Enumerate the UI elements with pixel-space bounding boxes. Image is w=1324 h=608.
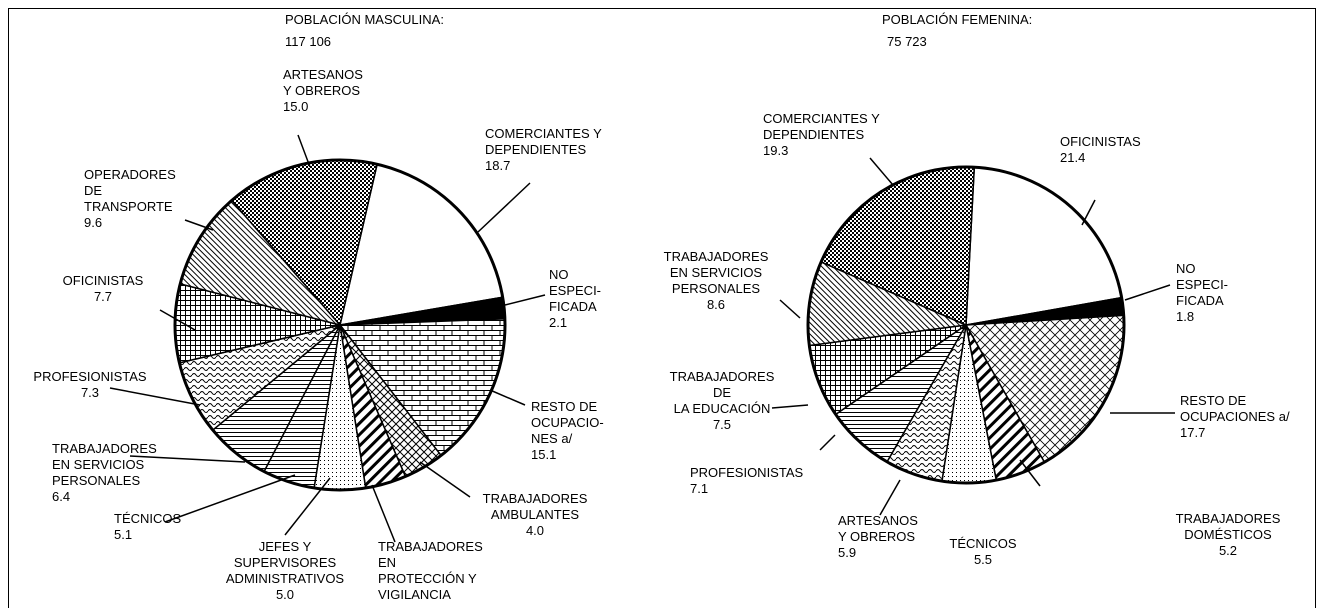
pie-outline — [806, 165, 1126, 485]
leader-line — [419, 461, 471, 498]
slice-label: ARTESANOS Y OBREROS — [283, 67, 363, 98]
slice-label: TRABAJADORES EN PROTECCIÓN Y VIGILANCIA — [378, 539, 483, 602]
slice-label: TRABAJADORES DE LA EDUCACIÓN — [670, 369, 775, 416]
leader-line — [1019, 459, 1041, 487]
leader-line — [109, 387, 201, 406]
leader-line — [819, 434, 836, 451]
slice-label: JEFES Y SUPERVISORES ADMINISTRATIVOS — [226, 539, 345, 586]
slice-value: 17.7 — [1180, 425, 1205, 440]
slice-value: 1.8 — [1176, 309, 1194, 324]
slice-value: 21.4 — [1060, 150, 1085, 165]
slice-label: OFICINISTAS — [63, 273, 144, 288]
chart-title: POBLACIÓN MASCULINA: — [285, 12, 444, 27]
leader-line — [1081, 199, 1096, 226]
slice-value: 6.4 — [52, 489, 70, 504]
slice-value: 5.0 — [276, 587, 294, 602]
leader-line — [869, 157, 894, 186]
slice-value: 4.0 — [526, 523, 544, 538]
leader-line — [371, 484, 396, 543]
slice-value: 7.7 — [94, 289, 112, 304]
slice-label: RESTO DE OCUPACIO-NES a/ — [531, 399, 604, 446]
slice-value: 5.2 — [1219, 543, 1237, 558]
slice-label: TRABAJADORES EN SERVICIOS PERSONALES — [52, 441, 157, 488]
slice-label: PROFESIONISTAS — [690, 465, 803, 480]
slice-value: 15.1 — [531, 447, 556, 462]
leader-line — [771, 404, 809, 409]
slice-label: OPERADORES DE TRANSPORTE — [84, 167, 176, 214]
leader-line — [1124, 284, 1171, 301]
leader-line — [504, 294, 546, 306]
pie-outline — [173, 158, 507, 492]
slice-value: 7.3 — [81, 385, 99, 400]
slice-value: 5.5 — [974, 552, 992, 567]
slice-label: OFICINISTAS — [1060, 134, 1141, 149]
slice-label: COMERCIANTES Y DEPENDIENTES — [763, 111, 880, 142]
leader-line — [297, 134, 311, 168]
slice-label: NO ESPECI-FICADA — [549, 267, 601, 314]
slice-value: 7.1 — [690, 481, 708, 496]
slice-value: 7.5 — [713, 417, 731, 432]
leader-line — [159, 309, 196, 331]
slice-label: TRABAJADORES AMBULANTES — [483, 491, 588, 522]
slice-label: ARTESANOS Y OBREROS — [838, 513, 918, 544]
slice-value: 19.3 — [763, 143, 788, 158]
leader-line — [477, 182, 531, 233]
slice-label: RESTO DE OCUPACIONES a/ — [1180, 393, 1290, 424]
leader-line — [779, 299, 801, 319]
leader-line — [284, 477, 331, 536]
slice-value: 18.7 — [485, 158, 510, 173]
slice-label: TÉCNICOS — [949, 536, 1017, 551]
slice-label: TÉCNICOS — [114, 511, 182, 526]
slice-label: TRABAJADORES DOMÉSTICOS — [1176, 511, 1281, 542]
slice-label: COMERCIANTES Y DEPENDIENTES — [485, 126, 602, 157]
slice-value: 15.0 — [283, 99, 308, 114]
frame — [8, 8, 1316, 608]
chart-subtitle: 117 106 — [285, 34, 331, 49]
leader-line — [879, 479, 901, 516]
slice-value: 2.1 — [549, 315, 567, 330]
slice-value: 5.9 — [838, 545, 856, 560]
slice-label: TRABAJADORES EN SERVICIOS PERSONALES — [664, 249, 769, 296]
chart-subtitle: 75 723 — [887, 34, 927, 49]
chart-title: POBLACIÓN FEMENINA: — [882, 12, 1032, 27]
slice-value: 9.6 — [84, 215, 102, 230]
slice-value: 8.6 — [707, 297, 725, 312]
slice-label: PROFESIONISTAS — [33, 369, 146, 384]
slice-label: NO ESPECI-FICADA — [1176, 261, 1228, 308]
leader-line — [129, 455, 246, 463]
leader-line — [164, 474, 296, 523]
leader-line — [184, 219, 214, 231]
slice-value: 5.1 — [114, 527, 132, 542]
leader-line — [489, 389, 526, 406]
